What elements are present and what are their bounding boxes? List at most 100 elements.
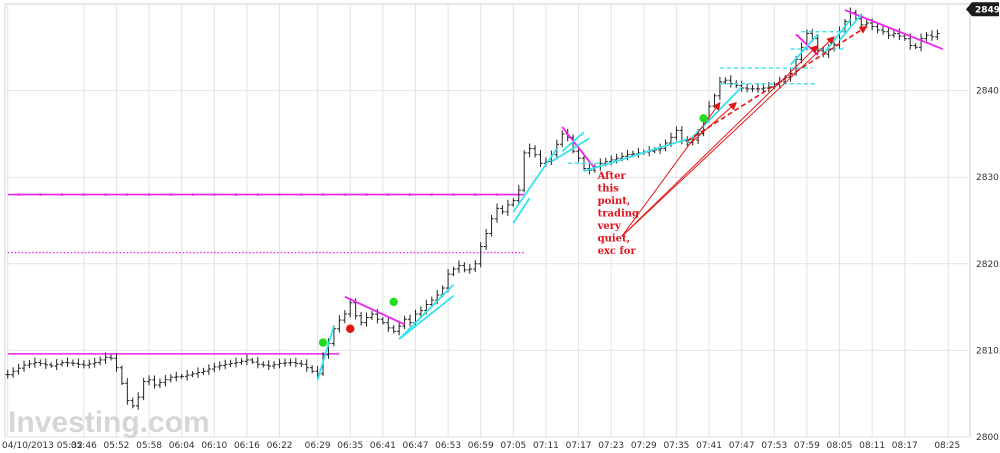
x-tick-label: 06:59: [468, 441, 494, 451]
price-bar: [418, 306, 424, 318]
last-price-label: 2849.4: [975, 6, 1000, 16]
price-bar: [261, 361, 266, 368]
price-bar: [97, 356, 103, 366]
price-bar: [467, 264, 473, 274]
x-tick-label: 07:23: [598, 441, 624, 451]
line-marker: [495, 193, 499, 196]
price-bar: [478, 242, 483, 268]
magenta-trendline: [344, 295, 405, 326]
x-tick-label: 06:22: [267, 441, 293, 451]
price-bar: [304, 359, 309, 372]
x-tick-label: 07:41: [696, 441, 722, 451]
price-bar: [228, 359, 233, 368]
annotation-line: trading: [598, 208, 639, 219]
x-tick-label: 07:17: [566, 441, 592, 451]
price-bar: [87, 359, 92, 369]
price-bar: [152, 375, 157, 389]
x-tick-label: 06:35: [337, 441, 363, 451]
price-bar: [184, 369, 190, 381]
line-marker: [365, 193, 368, 196]
x-tick-label: 05:58: [136, 441, 162, 451]
magenta-trendline: [561, 126, 596, 170]
price-bar: [299, 360, 304, 367]
cyan-trendline: [398, 295, 455, 340]
drawings-front: [316, 9, 944, 381]
price-bar: [935, 29, 940, 40]
line-marker: [39, 193, 42, 196]
line-marker: [60, 193, 64, 196]
price-bar: [65, 357, 70, 367]
cyan-trendline: [512, 197, 531, 224]
price-bar: [744, 83, 750, 93]
price-bar: [119, 365, 125, 386]
price-bar: [451, 266, 456, 277]
line-marker: [191, 193, 194, 196]
price-bar: [657, 143, 663, 154]
price-bar: [54, 359, 59, 371]
y-tick-label: 2810.00: [976, 346, 1000, 356]
price-bar: [402, 315, 407, 330]
x-tick-label: 08:11: [859, 441, 885, 451]
y-tick-label: 2800.00: [976, 433, 1000, 443]
x-tick-label: 06:47: [402, 441, 428, 451]
red-arrow: [621, 44, 819, 237]
price-bar: [59, 359, 65, 367]
red-arrow: [621, 101, 721, 237]
price-bar: [761, 84, 766, 92]
price-bar: [174, 371, 179, 382]
price-bar: [386, 317, 391, 333]
magenta-trendline: [844, 9, 944, 50]
red-dashed-arrow: [686, 25, 868, 142]
price-bar: [674, 126, 679, 141]
watermark-logo: Investing.com: [8, 406, 210, 439]
line-marker: [256, 193, 260, 196]
line-marker: [386, 193, 390, 196]
x-tick-label: 05:46: [71, 441, 97, 451]
price-bar: [723, 77, 728, 85]
price-bar: [212, 362, 217, 373]
line-marker: [147, 193, 151, 196]
price-bar: [32, 357, 38, 368]
price-bar: [380, 316, 386, 325]
line-marker: [299, 193, 303, 196]
price-bar: [271, 360, 277, 369]
price-bar: [728, 75, 733, 88]
last-price-badge: 2849.4: [966, 2, 1000, 17]
price-bar: [369, 311, 375, 320]
price-bar: [125, 378, 130, 405]
price-bar: [489, 214, 494, 237]
line-marker: [234, 193, 238, 196]
price-bar: [538, 149, 543, 168]
price-bar: [527, 143, 532, 157]
line-marker: [343, 193, 347, 196]
price-bar: [168, 374, 174, 383]
price-bar: [500, 205, 505, 215]
price-bar: [16, 363, 21, 375]
y-tick-label: 2830.00: [976, 173, 1000, 183]
x-tick-label: 06:41: [370, 441, 396, 451]
price-bar: [146, 375, 152, 386]
x-tick-label: 07:11: [533, 441, 559, 451]
cyan-trendline: [550, 137, 590, 163]
price-bar: [886, 27, 891, 39]
red-dot: [346, 324, 355, 333]
x-tick-label: 06:10: [201, 441, 227, 451]
price-bar: [222, 359, 228, 370]
drawings-back: [7, 193, 525, 355]
annotation-line: this: [598, 183, 620, 194]
price-bar: [5, 369, 10, 379]
price-bar: [157, 378, 163, 389]
price-bar: [43, 358, 48, 369]
price-bar: [266, 360, 271, 370]
price-bar: [250, 357, 255, 364]
line-marker: [17, 193, 20, 196]
annotation-line: very: [597, 221, 622, 232]
price-bar: [717, 76, 723, 100]
x-tick-label: 07:29: [631, 441, 657, 451]
price-bar: [391, 325, 396, 334]
price-bar: [190, 371, 195, 378]
line-marker: [430, 193, 434, 196]
price-bar: [913, 43, 918, 50]
price-bar: [288, 358, 293, 367]
